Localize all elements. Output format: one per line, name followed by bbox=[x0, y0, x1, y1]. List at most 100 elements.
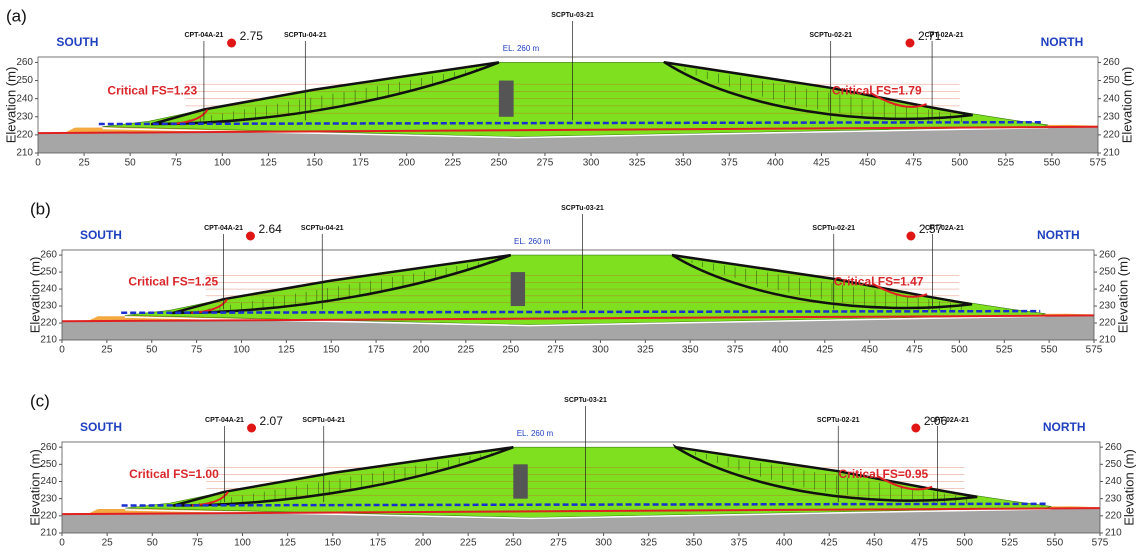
x-tick-label: 275 bbox=[550, 538, 567, 549]
borehole-label: SCPTu-02-21 bbox=[809, 32, 852, 39]
fs-point bbox=[246, 232, 255, 241]
borehole-label: SCPTu-02-21 bbox=[812, 225, 855, 232]
y-tick-label-right: 210 bbox=[1105, 528, 1122, 539]
y-tick-label-right: 220 bbox=[1103, 130, 1120, 141]
x-tick-label: 150 bbox=[306, 158, 323, 169]
crest-label: EL. 260 m bbox=[514, 237, 551, 246]
y-axis-label: Elevation (m) bbox=[27, 257, 42, 334]
y-tick-label: 230 bbox=[40, 493, 57, 504]
y-tick-label: 210 bbox=[40, 335, 57, 346]
x-tick-label: 50 bbox=[147, 538, 159, 549]
x-tick-label: 50 bbox=[146, 345, 158, 356]
borehole-label: SCPTu-04-21 bbox=[302, 417, 345, 424]
x-tick-label: 475 bbox=[911, 538, 928, 549]
x-tick-label: 500 bbox=[951, 158, 968, 169]
critical-fs-label: Critical FS=1.00 bbox=[129, 467, 219, 481]
x-tick-label: 375 bbox=[721, 158, 738, 169]
y-tick-label-right: 210 bbox=[1099, 335, 1116, 346]
north-label: NORTH bbox=[1043, 420, 1086, 434]
fs-point bbox=[247, 424, 256, 433]
x-tick-label: 25 bbox=[102, 538, 114, 549]
x-tick-label: 125 bbox=[278, 345, 295, 356]
y-tick-label: 260 bbox=[40, 250, 57, 261]
x-tick-label: 250 bbox=[491, 158, 508, 169]
y-axis-label: Elevation (m) bbox=[27, 449, 42, 526]
north-label: NORTH bbox=[1037, 228, 1080, 242]
x-tick-label: 300 bbox=[595, 538, 612, 549]
fs-point-label: 2.07 bbox=[260, 414, 284, 428]
x-tick-label: 225 bbox=[457, 345, 474, 356]
y-axis-label-right: Elevation (m) bbox=[1115, 257, 1130, 334]
y-tick-label-right: 240 bbox=[1105, 476, 1122, 487]
fs-point bbox=[911, 424, 920, 433]
x-tick-label: 550 bbox=[1047, 538, 1064, 549]
y-tick-label: 250 bbox=[40, 459, 57, 470]
y-tick-label: 220 bbox=[16, 130, 33, 141]
y-tick-label-right: 240 bbox=[1099, 284, 1116, 295]
x-tick-label: 125 bbox=[279, 538, 296, 549]
y-tick-label: 250 bbox=[40, 267, 57, 278]
x-tick-label: 450 bbox=[866, 538, 883, 549]
panel-label: (a) bbox=[6, 6, 27, 25]
x-tick-label: 350 bbox=[685, 538, 702, 549]
y-tick-label: 230 bbox=[16, 111, 33, 122]
x-tick-label: 425 bbox=[813, 158, 830, 169]
x-tick-label: 375 bbox=[727, 345, 744, 356]
x-tick-label: 400 bbox=[772, 345, 789, 356]
x-tick-label: 175 bbox=[352, 158, 369, 169]
fs-point-label: 2.06 bbox=[924, 414, 948, 428]
critical-fs-label: Critical FS=0.95 bbox=[839, 467, 929, 481]
x-tick-label: 575 bbox=[1086, 345, 1103, 356]
south-label: SOUTH bbox=[80, 228, 122, 242]
x-tick-label: 525 bbox=[997, 158, 1014, 169]
fs-point-label: 2.71 bbox=[918, 29, 942, 43]
borehole-label: SCPTu-04-21 bbox=[284, 32, 327, 39]
x-tick-label: 325 bbox=[629, 158, 646, 169]
y-tick-label: 260 bbox=[16, 57, 33, 68]
borehole-label: SCPTu-03-21 bbox=[551, 12, 594, 19]
phreatic-line bbox=[122, 504, 1046, 506]
x-tick-label: 400 bbox=[776, 538, 793, 549]
x-tick-label: 475 bbox=[906, 345, 923, 356]
y-tick-label-right: 260 bbox=[1105, 442, 1122, 453]
y-tick-label-right: 250 bbox=[1099, 267, 1116, 278]
y-tick-label: 240 bbox=[40, 476, 57, 487]
south-label: SOUTH bbox=[56, 35, 98, 49]
y-tick-label: 240 bbox=[16, 93, 33, 104]
y-tick-label-right: 260 bbox=[1099, 250, 1116, 261]
x-tick-label: 200 bbox=[413, 345, 430, 356]
y-tick-label: 240 bbox=[40, 284, 57, 295]
x-tick-label: 425 bbox=[821, 538, 838, 549]
x-tick-label: 75 bbox=[192, 538, 204, 549]
fs-point bbox=[906, 232, 915, 241]
panel: 0255075100125150175200225250275300325350… bbox=[3, 6, 1134, 168]
x-tick-label: 25 bbox=[79, 158, 91, 169]
y-tick-label-right: 230 bbox=[1099, 301, 1116, 312]
x-tick-label: 525 bbox=[996, 345, 1013, 356]
x-tick-label: 450 bbox=[861, 345, 878, 356]
x-tick-label: 0 bbox=[59, 345, 65, 356]
x-tick-label: 550 bbox=[1044, 158, 1061, 169]
x-tick-label: 275 bbox=[537, 158, 554, 169]
x-tick-label: 575 bbox=[1090, 158, 1107, 169]
y-axis-label-right: Elevation (m) bbox=[1121, 449, 1136, 526]
y-tick-label-right: 210 bbox=[1103, 148, 1120, 159]
x-tick-label: 575 bbox=[1092, 538, 1109, 549]
y-tick-label-right: 220 bbox=[1105, 510, 1122, 521]
x-tick-label: 25 bbox=[101, 345, 113, 356]
x-tick-label: 300 bbox=[592, 345, 609, 356]
y-tick-label: 230 bbox=[40, 301, 57, 312]
x-tick-label: 500 bbox=[956, 538, 973, 549]
y-tick-label-right: 250 bbox=[1105, 459, 1122, 470]
fs-point bbox=[227, 39, 236, 48]
borehole-label: SCPTu-02-21 bbox=[817, 417, 860, 424]
figure: 0255075100125150175200225250275300325350… bbox=[0, 0, 1138, 555]
plot bbox=[62, 442, 1100, 533]
fs-point bbox=[905, 39, 914, 48]
x-tick-label: 450 bbox=[859, 158, 876, 169]
x-tick-label: 75 bbox=[191, 345, 203, 356]
crest-label: EL. 260 m bbox=[503, 44, 540, 53]
x-tick-label: 350 bbox=[675, 158, 692, 169]
y-tick-label: 250 bbox=[16, 75, 33, 86]
